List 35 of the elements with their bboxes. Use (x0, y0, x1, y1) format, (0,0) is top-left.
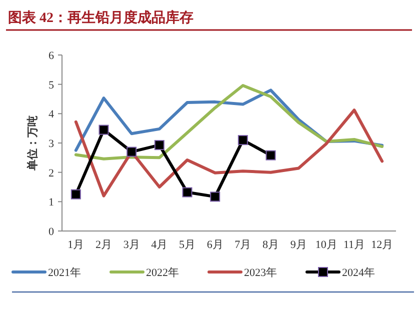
x-tick-label: 11月 (343, 239, 366, 251)
y-tick-label: 0 (48, 226, 54, 238)
x-tick-label: 12月 (371, 239, 394, 251)
y-axis-title: 单位：万吨 (26, 116, 39, 172)
point (70, 189, 81, 200)
legend-label: 2022年 (146, 267, 179, 279)
point (126, 146, 137, 157)
x-tick-label: 5月 (179, 239, 196, 251)
y-tick-label: 1 (48, 196, 54, 209)
y-tick-label: 3 (48, 138, 54, 150)
y-tick-label: 6 (48, 50, 54, 62)
x-tick-label: 3月 (123, 239, 140, 251)
x-tick-label: 8月 (262, 239, 279, 251)
line-series (74, 108, 384, 198)
point (98, 124, 109, 135)
y-tick-label: 5 (48, 79, 54, 92)
point (266, 150, 276, 160)
legend-label: 2021年 (48, 267, 81, 279)
x-tick-label: 9月 (290, 239, 307, 251)
x-tick-label: 6月 (206, 239, 224, 251)
point (182, 187, 192, 198)
x-tick-label: 4月 (151, 239, 168, 251)
legend-label: 2023年 (244, 267, 277, 279)
point (210, 192, 220, 202)
x-tick-label: 10月 (315, 239, 338, 251)
point (238, 135, 248, 146)
title: 图表 42：再生铅月度成品库存 (8, 11, 194, 26)
y-tick-label: 2 (48, 167, 54, 180)
x-tick-label: 1月 (68, 239, 84, 251)
point (154, 140, 164, 150)
x-tick-label: 7月 (234, 239, 252, 251)
y-tick-label: 4 (48, 108, 54, 121)
legend-label: 2024年 (342, 267, 375, 279)
x-tick-label: 2月 (96, 239, 112, 251)
line-series (74, 84, 384, 160)
